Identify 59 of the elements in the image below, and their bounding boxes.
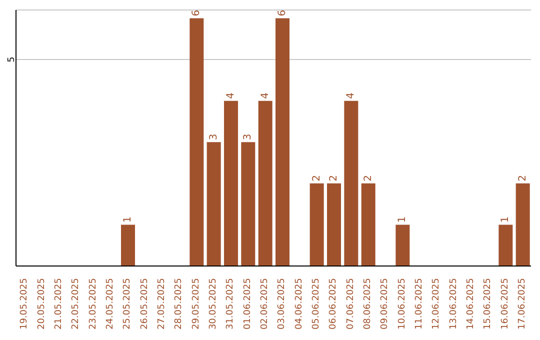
bar [121,224,135,266]
y-tick-label: 5 [7,56,17,62]
x-tick-label: 25.05.2025 [122,278,133,330]
bar [224,100,238,266]
data-label: 6 [191,10,202,16]
data-label: 2 [328,175,340,182]
x-tick-label: 31.05.2025 [226,278,236,330]
x-tick-label: 05.06.2025 [311,278,322,330]
x-tick-label: 09.06.2025 [380,278,390,330]
x-tick-label: 08.06.2025 [362,278,373,330]
data-label: 4 [226,92,236,99]
bar [396,224,410,266]
bar [344,100,358,266]
x-tick-label: 28.05.2025 [174,278,184,330]
x-tick-label: 15.06.2025 [483,278,494,330]
x-tick-label: 29.05.2025 [191,278,202,330]
bar [241,142,256,266]
x-tick-label: 17.06.2025 [517,278,528,330]
x-tick-label: 04.06.2025 [294,278,304,330]
x-tick-label: 21.05.2025 [54,278,64,330]
data-label: 1 [500,216,512,223]
bar [190,18,204,266]
bar [206,142,221,266]
x-tick-label: 22.05.2025 [71,278,82,330]
data-label: 2 [362,175,374,182]
bar [516,183,530,266]
x-tick-label: 27.05.2025 [156,278,167,330]
data-label: 4 [260,92,271,99]
x-tick-label: 16.06.2025 [500,278,510,330]
x-tick-label: 01.06.2025 [242,278,253,330]
x-tick-label: 20.05.2025 [36,278,47,330]
x-tick-label: 02.06.2025 [260,278,270,330]
data-label: 3 [242,134,254,140]
x-tick-label: 23.05.2025 [88,278,98,330]
x-tick-label: 03.06.2025 [277,278,288,330]
data-label: 2 [311,175,322,182]
x-tick-label: 07.06.2025 [346,278,356,330]
x-tick-label: 06.06.2025 [328,278,339,330]
x-tick-label: 19.05.2025 [20,278,30,330]
data-label: 4 [346,92,357,99]
bar [327,183,341,266]
data-label: 1 [397,216,408,223]
data-label: 2 [517,175,528,182]
bar [310,183,324,266]
data-label: 6 [277,10,288,16]
data-label: 1 [122,216,134,223]
bar [498,224,513,266]
bar [361,183,376,266]
x-tick-label: 13.06.2025 [448,278,459,330]
x-tick-label: 14.06.2025 [466,278,476,330]
data-label: 3 [208,134,220,140]
x-tick-label: 24.05.2025 [105,278,116,330]
x-tick-label: 11.06.2025 [414,278,424,330]
bar [276,18,290,266]
x-tick-label: 12.06.2025 [432,278,442,330]
x-tick-label: 30.05.2025 [208,278,218,330]
x-tick-label: 10.06.2025 [397,278,408,330]
x-tick-label: 26.05.2025 [140,278,150,330]
bar [258,100,272,266]
